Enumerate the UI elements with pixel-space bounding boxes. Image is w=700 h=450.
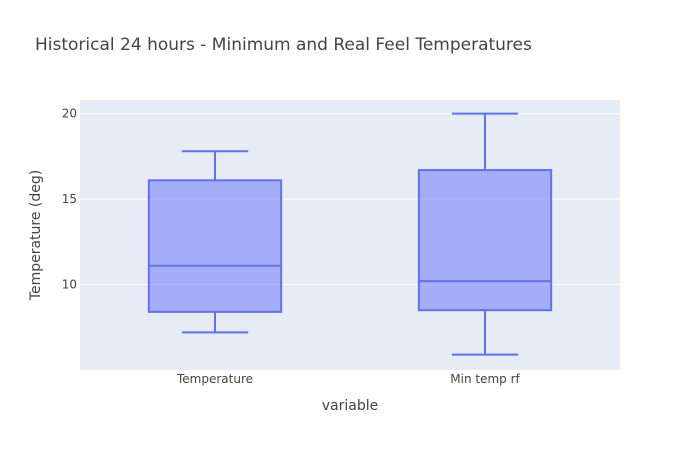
y-axis-ticks: 10 15 20: [62, 107, 77, 292]
x-axis-title: variable: [322, 398, 378, 414]
iqr-box: [147, 179, 283, 313]
y-axis-title: Temperature (deg): [28, 170, 44, 301]
chart-title: Historical 24 hours - Minimum and Real F…: [35, 35, 532, 55]
y-tick-label: 15: [62, 192, 77, 206]
iqr-box: [417, 169, 553, 312]
boxes: [147, 112, 553, 356]
box-1: [417, 112, 553, 356]
box-0: [147, 150, 283, 334]
y-tick-label: 10: [62, 278, 77, 292]
y-tick-label: 20: [62, 107, 77, 121]
x-tick-label: Min temp rf: [450, 372, 520, 386]
x-tick-label: Temperature: [176, 372, 253, 386]
x-axis-ticks: Temperature Min temp rf: [176, 372, 521, 386]
